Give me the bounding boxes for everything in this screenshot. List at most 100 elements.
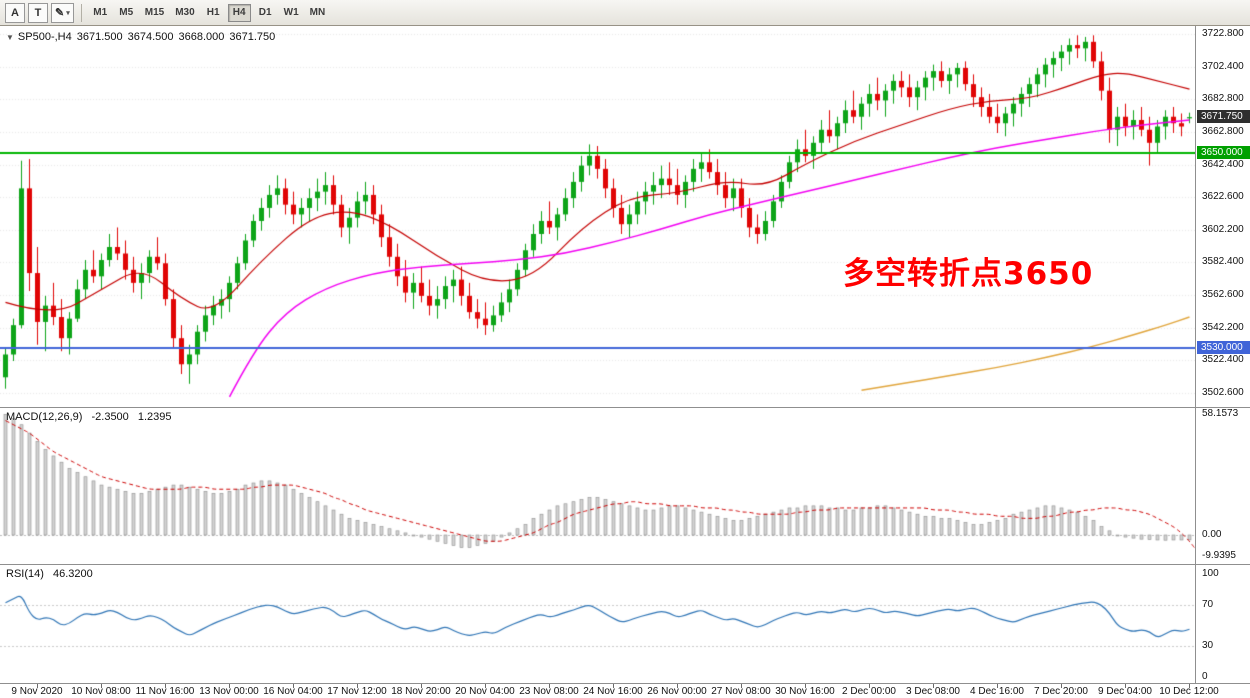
timeframe-button-h4[interactable]: H4: [227, 3, 251, 22]
time-tick-mark: [997, 684, 998, 688]
macd-indicator-canvas[interactable]: [0, 408, 1195, 564]
time-tick-mark: [37, 684, 38, 688]
toolbar-separator: [80, 3, 82, 22]
dropdown-arrow-icon: ▾: [66, 9, 70, 17]
price-tick-label: 3502.600: [1202, 387, 1244, 398]
time-tick-label: 9 Nov 2020: [11, 686, 63, 697]
time-tick-label: 24 Nov 16:00: [583, 686, 643, 697]
panel-separator-macd[interactable]: [0, 407, 1250, 408]
time-tick-label: 30 Nov 16:00: [775, 686, 835, 697]
main-price-chart-canvas[interactable]: [0, 26, 1195, 407]
time-tick-label: 3 Dec 08:00: [906, 686, 960, 697]
symbol-timeframe-label: SP500-,H4: [17, 31, 72, 43]
time-tick-label: 18 Nov 20:00: [391, 686, 451, 697]
time-tick-label: 17 Nov 12:00: [327, 686, 387, 697]
time-axis-separator: [0, 683, 1250, 684]
time-tick-mark: [741, 684, 742, 688]
symbol-dropdown-icon[interactable]: ▼: [6, 32, 14, 42]
timeframe-button-w1[interactable]: W1: [280, 4, 303, 22]
time-tick-mark: [933, 684, 934, 688]
price-tick-label: 3542.200: [1202, 322, 1244, 333]
macd-tick-label: 58.1573: [1202, 408, 1239, 419]
close-value: 3671.750: [229, 31, 276, 43]
time-tick-mark: [1189, 684, 1190, 688]
time-tick-mark: [421, 684, 422, 688]
time-tick-label: 13 Nov 00:00: [199, 686, 259, 697]
time-tick-label: 7 Dec 20:00: [1034, 686, 1088, 697]
time-tick-label: 10 Dec 12:00: [1159, 686, 1219, 697]
rsi-indicator-label: RSI(14) 46.3200: [6, 568, 93, 580]
text-tool-button[interactable]: T: [28, 2, 48, 23]
time-tick-mark: [165, 684, 166, 688]
time-tick-mark: [869, 684, 870, 688]
macd-name: MACD(12,26,9): [6, 411, 83, 423]
price-tick-label: 3522.400: [1202, 354, 1244, 365]
time-tick-label: 20 Nov 04:00: [455, 686, 515, 697]
rsi-name: RSI(14): [6, 568, 44, 580]
support-level-marker: 3530.000: [1197, 341, 1250, 354]
rsi-tick-label: 100: [1202, 568, 1219, 579]
time-tick-mark: [677, 684, 678, 688]
timeframe-button-m30[interactable]: M30: [171, 4, 198, 22]
price-tick-label: 3622.600: [1202, 191, 1244, 202]
price-tick-label: 3722.800: [1202, 28, 1244, 39]
toolbar: A T ✎ ▾ M1 M5 M15 M30 H1 H4 D1 W1 MN: [0, 0, 1250, 26]
time-tick-mark: [101, 684, 102, 688]
time-tick-mark: [805, 684, 806, 688]
annotation-tool-button[interactable]: A: [5, 2, 25, 23]
panel-separator-rsi[interactable]: [0, 564, 1250, 565]
high-value: 3674.500: [127, 31, 174, 43]
rsi-indicator-canvas[interactable]: [0, 565, 1195, 683]
time-tick-label: 10 Nov 08:00: [71, 686, 131, 697]
timeframe-button-m1[interactable]: M1: [89, 4, 112, 22]
timeframe-button-m15[interactable]: M15: [141, 4, 168, 22]
time-tick-label: 26 Nov 00:00: [647, 686, 707, 697]
rsi-tick-label: 0: [1202, 671, 1208, 682]
price-tick-label: 3662.800: [1202, 126, 1244, 137]
time-tick-label: 9 Dec 04:00: [1098, 686, 1152, 697]
time-tick-mark: [485, 684, 486, 688]
rsi-value: 46.3200: [52, 568, 93, 580]
timeframe-button-d1[interactable]: D1: [254, 4, 277, 22]
time-tick-mark: [1061, 684, 1062, 688]
time-tick-label: 2 Dec 00:00: [842, 686, 896, 697]
time-tick-label: 4 Dec 16:00: [970, 686, 1024, 697]
time-axis[interactable]: 9 Nov 2020 10 Nov 08:00 11 Nov 16:00 13 Nov…: [0, 684, 1250, 698]
open-value: 3671.500: [76, 31, 123, 43]
macd-main-value: -2.3500: [91, 411, 129, 423]
chart-region: ▼ SP500-,H4 3671.500 3674.500 3668.000 3…: [0, 26, 1250, 698]
symbol-info-line: ▼ SP500-,H4 3671.500 3674.500 3668.000 3…: [6, 31, 275, 43]
macd-tick-label: -9.9395: [1202, 550, 1236, 561]
price-tick-label: 3562.600: [1202, 289, 1244, 300]
last-price-marker: 3671.750: [1197, 110, 1250, 123]
price-tick-label: 3702.400: [1202, 61, 1244, 72]
rsi-tick-label: 30: [1202, 640, 1214, 651]
price-axis[interactable]: 3722.800 3702.400 3682.800 3662.800 3642.400…: [1195, 26, 1250, 684]
time-tick-mark: [549, 684, 550, 688]
draw-tools-button[interactable]: ✎ ▾: [51, 2, 74, 23]
price-tick-label: 3602.200: [1202, 224, 1244, 235]
chart-text-annotation: 多空转折点3650: [843, 256, 1094, 292]
low-value: 3668.000: [178, 31, 225, 43]
time-tick-mark: [229, 684, 230, 688]
time-tick-label: 11 Nov 16:00: [135, 686, 195, 697]
macd-signal-value: 1.2395: [137, 411, 172, 423]
tool-buttons-group: A T ✎ ▾: [5, 2, 74, 23]
time-tick-mark: [357, 684, 358, 688]
price-tick-label: 3582.400: [1202, 256, 1244, 267]
time-tick-mark: [1125, 684, 1126, 688]
timeframe-buttons-group: M1 M5 M15 M30 H1 H4 D1 W1 MN: [89, 3, 330, 22]
time-tick-label: 27 Nov 08:00: [711, 686, 771, 697]
timeframe-button-m5[interactable]: M5: [115, 4, 138, 22]
macd-tick-label: 0.00: [1202, 529, 1222, 540]
rsi-tick-label: 70: [1202, 599, 1214, 610]
time-tick-label: 23 Nov 08:00: [519, 686, 579, 697]
time-tick-mark: [613, 684, 614, 688]
timeframe-button-mn[interactable]: MN: [306, 4, 330, 22]
timeframe-button-h1[interactable]: H1: [202, 4, 225, 22]
price-tick-label: 3682.800: [1202, 93, 1244, 104]
price-tick-label: 3642.400: [1202, 159, 1244, 170]
time-tick-mark: [293, 684, 294, 688]
resistance-level-marker: 3650.000: [1197, 146, 1250, 159]
